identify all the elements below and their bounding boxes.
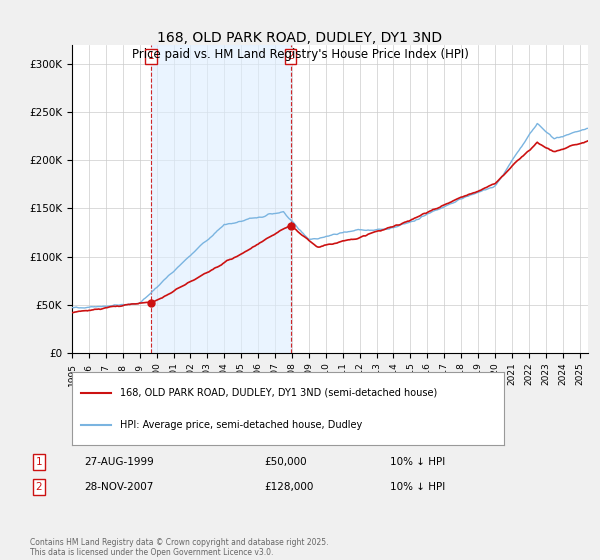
- Text: Price paid vs. HM Land Registry's House Price Index (HPI): Price paid vs. HM Land Registry's House …: [131, 48, 469, 60]
- Text: 10% ↓ HPI: 10% ↓ HPI: [390, 482, 445, 492]
- Text: £50,000: £50,000: [264, 457, 307, 467]
- Text: 2: 2: [287, 52, 294, 62]
- Text: HPI: Average price, semi-detached house, Dudley: HPI: Average price, semi-detached house,…: [119, 420, 362, 430]
- Text: Contains HM Land Registry data © Crown copyright and database right 2025.
This d: Contains HM Land Registry data © Crown c…: [30, 538, 329, 557]
- Text: 2: 2: [35, 482, 43, 492]
- Text: 27-AUG-1999: 27-AUG-1999: [84, 457, 154, 467]
- Text: 1: 1: [35, 457, 43, 467]
- Text: 168, OLD PARK ROAD, DUDLEY, DY1 3ND: 168, OLD PARK ROAD, DUDLEY, DY1 3ND: [157, 31, 443, 45]
- Text: 28-NOV-2007: 28-NOV-2007: [84, 482, 154, 492]
- Text: £128,000: £128,000: [264, 482, 313, 492]
- Text: 1: 1: [148, 52, 154, 62]
- Bar: [151, 45, 290, 353]
- Text: 168, OLD PARK ROAD, DUDLEY, DY1 3ND (semi-detached house): 168, OLD PARK ROAD, DUDLEY, DY1 3ND (sem…: [119, 388, 437, 398]
- Text: 10% ↓ HPI: 10% ↓ HPI: [390, 457, 445, 467]
